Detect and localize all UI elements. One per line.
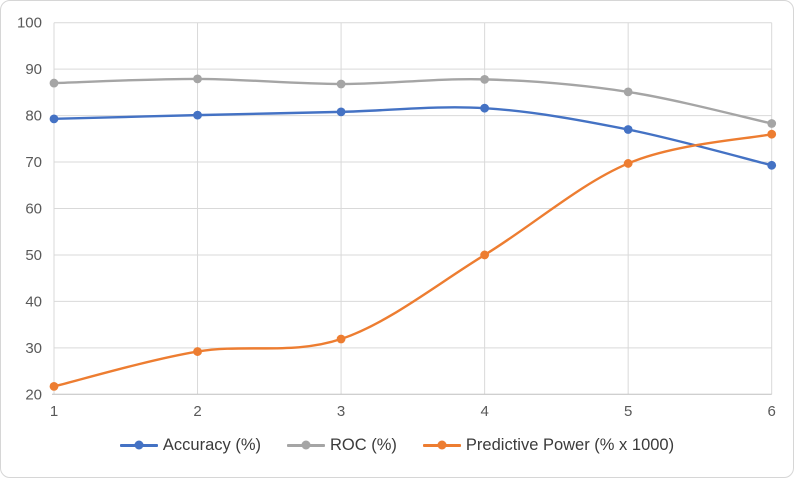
y-tick-label: 100 — [17, 15, 42, 32]
data-point-accuracy — [49, 114, 59, 124]
series-line-roc — [52, 77, 773, 125]
data-point-roc — [193, 74, 202, 84]
data-point-accuracy — [480, 103, 490, 113]
x-tick-label: 3 — [337, 403, 345, 420]
data-point-predictive-power-x-1000 — [623, 159, 633, 168]
y-tick-label: 30 — [25, 340, 42, 357]
x-tick-label: 1 — [50, 403, 58, 420]
y-tick-label: 40 — [25, 293, 42, 310]
x-tick-label: 4 — [480, 403, 488, 420]
y-tick-label: 60 — [25, 201, 42, 218]
data-point-roc — [49, 78, 59, 88]
y-tick-label: 90 — [25, 61, 42, 78]
x-tick-label: 2 — [193, 403, 201, 420]
data-point-roc — [767, 119, 777, 128]
data-point-predictive-power-x-1000 — [49, 382, 59, 391]
data-point-roc — [480, 74, 490, 84]
data-point-accuracy — [336, 107, 346, 117]
data-point-predictive-power-x-1000 — [767, 129, 777, 139]
x-tick-label: 5 — [624, 403, 632, 420]
x-tick-label: 6 — [768, 403, 776, 420]
y-tick-label: 50 — [25, 247, 42, 264]
data-point-roc — [623, 87, 633, 97]
y-tick-label: 20 — [25, 386, 42, 403]
data-point-roc — [336, 79, 346, 89]
data-point-accuracy — [623, 125, 633, 134]
data-point-predictive-power-x-1000 — [480, 250, 490, 260]
data-point-accuracy — [767, 160, 777, 170]
series-line-accuracy — [52, 106, 773, 167]
y-tick-label: 80 — [25, 108, 42, 125]
data-point-predictive-power-x-1000 — [336, 334, 346, 344]
y-tick-label: 70 — [25, 154, 42, 171]
series-line-predictive-power-x-1000 — [52, 132, 773, 388]
data-point-accuracy — [193, 110, 202, 120]
data-point-predictive-power-x-1000 — [193, 347, 202, 356]
